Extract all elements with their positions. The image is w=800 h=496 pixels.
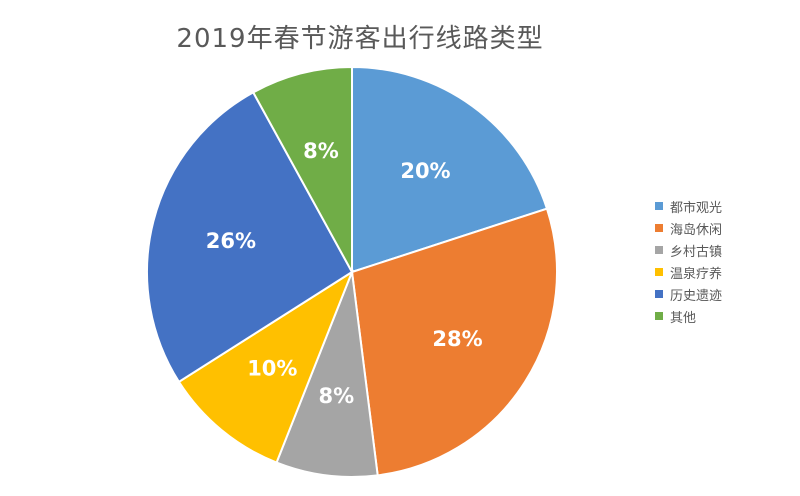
legend-item: 历史遗迹 xyxy=(655,283,795,305)
pie-labels: 20% 28% 8% 10% 26% 8% xyxy=(206,139,483,408)
pie-slice-1 xyxy=(351,65,549,274)
pie-slices xyxy=(146,65,558,478)
legend-label: 都市观光 xyxy=(670,200,723,216)
legend-swatch xyxy=(655,312,663,320)
legend-item: 都市观光 xyxy=(655,195,795,217)
legend-swatch xyxy=(655,202,663,210)
legend: 都市观光海岛休闲乡村古镇温泉疗养历史遗迹其他 xyxy=(655,195,795,327)
legend-label: 历史遗迹 xyxy=(670,288,723,304)
slice-value-label: 26% xyxy=(206,229,256,253)
legend-item: 乡村古镇 xyxy=(655,239,795,261)
legend-swatch xyxy=(655,290,663,298)
pie-slice-3 xyxy=(275,271,379,478)
chart-title: 2019年春节游客出行线路类型 xyxy=(176,24,544,54)
legend-label: 其他 xyxy=(670,310,697,326)
legend-swatch xyxy=(655,268,663,276)
slice-value-label: 20% xyxy=(400,159,450,183)
legend-label: 海岛休闲 xyxy=(670,222,723,238)
slice-value-label: 10% xyxy=(247,356,297,380)
legend-item: 温泉疗养 xyxy=(655,261,795,283)
pie-slice-2 xyxy=(350,207,558,477)
pie-slice-6 xyxy=(251,65,353,273)
legend-swatch xyxy=(655,246,663,254)
legend-item: 海岛休闲 xyxy=(655,217,795,239)
pie-slice-5 xyxy=(146,90,354,384)
pie-slice-4 xyxy=(177,269,355,464)
slice-value-label: 8% xyxy=(319,384,355,408)
legend-label: 乡村古镇 xyxy=(670,244,723,260)
legend-label: 温泉疗养 xyxy=(670,266,723,282)
legend-item: 其他 xyxy=(655,305,795,327)
legend-swatch xyxy=(655,224,663,232)
slice-value-label: 28% xyxy=(432,327,482,351)
slice-value-label: 8% xyxy=(303,139,339,163)
